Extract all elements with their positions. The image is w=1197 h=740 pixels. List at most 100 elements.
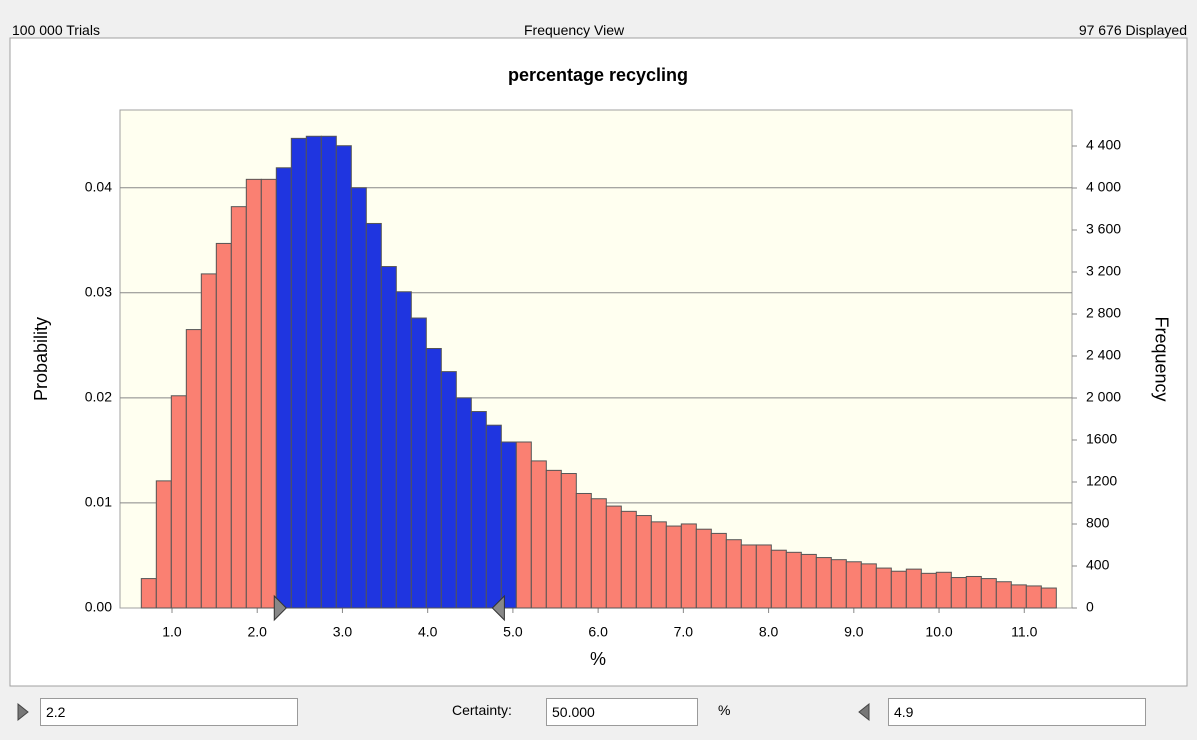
bar xyxy=(500,441,517,609)
y2-tick-label: 2 000 xyxy=(1086,389,1121,405)
bar xyxy=(1040,587,1057,609)
bar xyxy=(170,395,187,609)
bar xyxy=(560,473,577,609)
x-tick-label: 1.0 xyxy=(162,624,182,640)
bar xyxy=(395,291,412,609)
y2-tick-label: 1600 xyxy=(1086,431,1117,447)
bar xyxy=(590,498,607,609)
bar xyxy=(620,510,637,609)
bar xyxy=(140,578,157,609)
bar xyxy=(305,135,322,609)
bar xyxy=(335,145,352,609)
bar xyxy=(410,317,427,609)
bar xyxy=(980,578,997,609)
bar xyxy=(905,568,922,609)
bar xyxy=(755,544,772,609)
bar xyxy=(695,528,712,609)
x-tick-label: 3.0 xyxy=(333,624,353,640)
x-tick-label: 7.0 xyxy=(674,624,694,640)
bar xyxy=(665,525,682,609)
bar xyxy=(260,178,277,609)
bar xyxy=(875,567,892,609)
x-tick-label: 2.0 xyxy=(247,624,267,640)
bar xyxy=(650,521,667,609)
lower-arrow xyxy=(17,703,29,722)
x-tick-label: 6.0 xyxy=(588,624,608,640)
bar xyxy=(1010,584,1027,609)
y2-tick-label: 4 000 xyxy=(1086,179,1121,195)
bar xyxy=(965,575,982,609)
bar xyxy=(890,570,907,609)
y-tick-label: 0.00 xyxy=(85,599,112,615)
view-name: Frequency View xyxy=(524,22,625,38)
bar xyxy=(215,242,232,609)
x-tick-label: 8.0 xyxy=(759,624,779,640)
bar xyxy=(1025,585,1042,609)
bar xyxy=(320,135,337,609)
bar xyxy=(350,187,367,609)
lower-slider xyxy=(273,594,287,622)
y2-tick-label: 2 400 xyxy=(1086,347,1121,363)
bar xyxy=(740,544,757,609)
chart-title: percentage recycling xyxy=(508,65,688,85)
y-tick-label: 0.04 xyxy=(85,178,112,194)
lower-input[interactable]: 2.2 xyxy=(40,698,298,726)
bar xyxy=(230,206,247,609)
bar xyxy=(605,505,622,609)
bar xyxy=(785,551,802,609)
bar xyxy=(545,469,562,609)
bar xyxy=(860,563,877,609)
x-tick-label: 5.0 xyxy=(503,624,523,640)
bar xyxy=(635,515,652,609)
x-tick-label: 11.0 xyxy=(1011,624,1037,640)
x-axis-label: % xyxy=(590,649,606,669)
x-tick-label: 9.0 xyxy=(844,624,864,640)
x-tick-label: 4.0 xyxy=(418,624,438,640)
bar xyxy=(440,371,457,609)
y-tick-label: 0.01 xyxy=(85,494,112,510)
bar xyxy=(425,347,442,609)
bar xyxy=(380,266,397,609)
bar xyxy=(770,549,787,609)
certainty-label: Certainty: xyxy=(452,702,512,718)
bar xyxy=(830,559,847,609)
y2-tick-label: 3 600 xyxy=(1086,221,1121,237)
bar xyxy=(845,561,862,609)
upper-input[interactable]: 4.9 xyxy=(888,698,1146,726)
trials: 100 000 Trials xyxy=(12,22,100,38)
bar xyxy=(815,557,832,609)
bar xyxy=(515,441,532,609)
bar xyxy=(725,539,742,609)
y-axis-label: Probability xyxy=(31,317,51,401)
upper-slider xyxy=(491,594,505,622)
bar xyxy=(200,273,217,609)
y2-tick-label: 0 xyxy=(1086,599,1094,615)
bar xyxy=(185,329,202,609)
bar xyxy=(920,572,937,609)
bar xyxy=(455,397,472,609)
y-tick-label: 0.02 xyxy=(85,389,112,405)
bar xyxy=(275,167,292,609)
bar xyxy=(950,577,967,609)
bar xyxy=(365,222,382,609)
upper-arrow xyxy=(858,703,870,722)
certainty-unit: % xyxy=(718,702,731,718)
bar xyxy=(290,137,307,609)
y2-tick-label: 4 400 xyxy=(1086,137,1121,153)
y2-tick-label: 800 xyxy=(1086,515,1110,531)
bar xyxy=(245,178,262,609)
certainty-input[interactable]: 50.000 xyxy=(546,698,698,726)
displayed: 97 676 Displayed xyxy=(1078,22,1187,38)
y2-tick-label: 2 800 xyxy=(1086,305,1121,321)
bar xyxy=(995,581,1012,609)
y2-tick-label: 3 200 xyxy=(1086,263,1121,279)
bar xyxy=(155,480,172,609)
bar xyxy=(680,523,697,609)
bar xyxy=(470,411,487,609)
bar xyxy=(935,571,952,609)
bar xyxy=(710,532,727,609)
bar xyxy=(575,492,592,609)
y2-tick-label: 400 xyxy=(1086,557,1110,573)
